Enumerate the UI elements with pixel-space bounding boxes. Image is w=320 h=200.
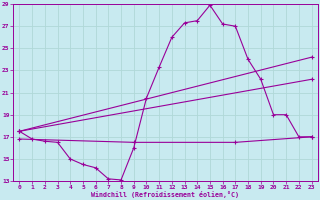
- X-axis label: Windchill (Refroidissement éolien,°C): Windchill (Refroidissement éolien,°C): [92, 191, 239, 198]
